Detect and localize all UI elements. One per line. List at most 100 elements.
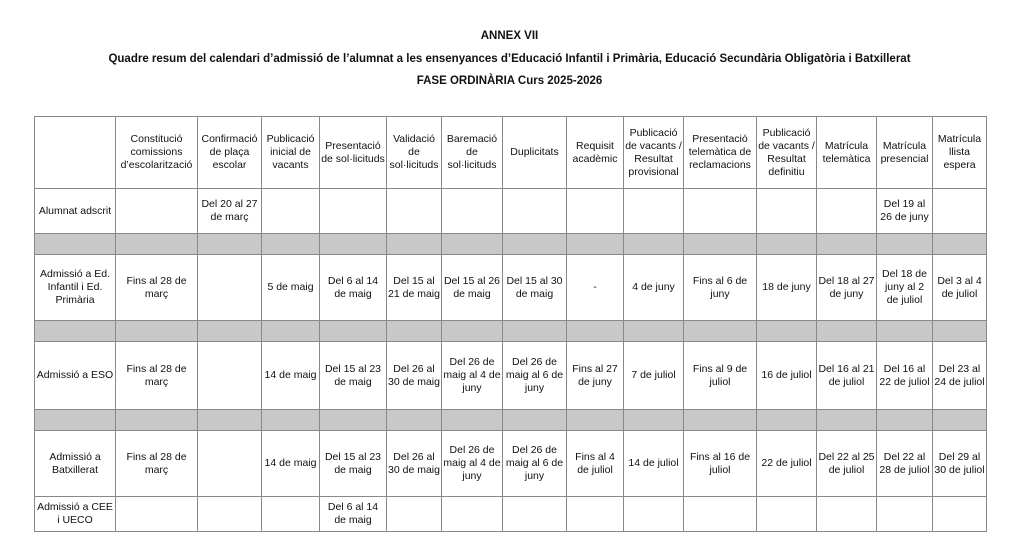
table-row-cell — [566, 188, 624, 234]
table-row-cell — [932, 188, 987, 234]
separator-row-cell — [502, 409, 567, 431]
table-row-cell: Fins al 28 de març — [115, 341, 198, 410]
table-row-cell: 22 de juliol — [756, 430, 817, 497]
table-row-cell: 18 de juny — [756, 254, 817, 321]
table-row-cell: Del 15 al 23 de maig — [319, 341, 387, 410]
table-row-cell: Fins al 9 de juliol — [683, 341, 757, 410]
separator-row-cell — [623, 320, 684, 342]
separator-row-cell — [115, 409, 198, 431]
separator-row-cell — [261, 409, 320, 431]
table-row-cell: Del 15 al 30 de maig — [502, 254, 567, 321]
separator-row-cell — [115, 233, 198, 255]
separator-row-cell — [756, 409, 817, 431]
table-row-cell: 14 de maig — [261, 430, 320, 497]
table-row-cell — [197, 341, 262, 410]
separator-row-cell — [441, 320, 503, 342]
table-row-cell: Fins al 27 de juny — [566, 341, 624, 410]
separator-row-cell — [876, 409, 933, 431]
separator-row — [34, 409, 987, 431]
table-row-cell: Del 3 al 4 de juliol — [932, 254, 987, 321]
table-row-cell: Del 29 al 30 de juliol — [932, 430, 987, 497]
separator-row-cell — [566, 233, 624, 255]
table-row-cell — [683, 188, 757, 234]
table-row-cell: 4 de juny — [623, 254, 684, 321]
table-row-cell: Alumnat adscrit — [34, 188, 116, 234]
header-row-cell: Matrícula llista espera — [932, 116, 987, 189]
calendar-table: Constitució comissions d’escolarització C… — [34, 116, 987, 532]
table-row-cell — [197, 496, 262, 532]
separator-row-cell — [623, 233, 684, 255]
header-row-cell: Publicació de vacants / Resultat definit… — [756, 116, 817, 189]
separator-row-cell — [197, 320, 262, 342]
table-row-cell: Del 22 al 28 de juliol — [876, 430, 933, 497]
header-row-cell: Requisit acadèmic — [566, 116, 624, 189]
separator-row-cell — [816, 409, 877, 431]
table-row-cell — [197, 430, 262, 497]
table-row-cell: Del 16 al 22 de juliol — [876, 341, 933, 410]
table-row-cell: 7 de juliol — [623, 341, 684, 410]
document-title: ANNEX VII — [480, 30, 539, 42]
separator-row-cell — [441, 409, 503, 431]
table-row-cell: Del 6 al 14 de maig — [319, 254, 387, 321]
table-row-cell: Fins al 4 de juliol — [566, 430, 624, 497]
table-row-cell — [261, 188, 320, 234]
table-row-cell — [623, 496, 684, 532]
document-subtitle: Quadre resum del calendari d’admissió de… — [108, 53, 911, 65]
table-row-cell — [876, 496, 933, 532]
table-row-cell: Del 15 al 26 de maig — [441, 254, 503, 321]
table-row-cell — [115, 188, 198, 234]
table-row-cell: 14 de juliol — [623, 430, 684, 497]
table-row-cell — [683, 496, 757, 532]
separator-row-cell — [816, 320, 877, 342]
table-row: Admissió a CEE i UECO Del 6 al 14 de maig — [34, 496, 987, 532]
separator-row-cell — [932, 320, 987, 342]
table-row-cell: 14 de maig — [261, 341, 320, 410]
separator-row-cell — [756, 233, 817, 255]
separator-row-cell — [34, 233, 116, 255]
header-row-cell: Presentació telemàtica de reclamacions — [683, 116, 757, 189]
table-row-cell — [386, 496, 442, 532]
table-row-cell: 16 de juliol — [756, 341, 817, 410]
separator-row-cell — [386, 233, 442, 255]
table-row: Admissió a Batxillerat Fins al 28 de març… — [34, 430, 987, 497]
separator-row-cell — [756, 320, 817, 342]
table-row-cell: Del 26 de maig al 4 de juny — [441, 341, 503, 410]
table-row-cell — [932, 496, 987, 532]
table-row-cell: 5 de maig — [261, 254, 320, 321]
separator-row-cell — [261, 320, 320, 342]
header-row-cell: Confirmació de plaça escolar — [197, 116, 262, 189]
header-row-cell: Matrícula telemàtica — [816, 116, 877, 189]
separator-row-cell — [683, 409, 757, 431]
table-row-cell — [502, 188, 567, 234]
separator-row-cell — [566, 409, 624, 431]
separator-row-cell — [502, 233, 567, 255]
table-row-cell: Admissió a Batxillerat — [34, 430, 116, 497]
separator-row-cell — [566, 320, 624, 342]
table-row-cell: Del 26 de maig al 6 de juny — [502, 430, 567, 497]
separator-row-cell — [261, 233, 320, 255]
separator-row-cell — [197, 409, 262, 431]
separator-row-cell — [386, 409, 442, 431]
header-row-cell: Matrícula presencial — [876, 116, 933, 189]
table-row-cell: Del 23 al 24 de juliol — [932, 341, 987, 410]
table-row: Admissió a Ed. Infantil i Ed. Primària Fi… — [34, 254, 987, 321]
header-row-cell: Presentació de sol·licituds — [319, 116, 387, 189]
separator-row-cell — [876, 320, 933, 342]
table-row-cell: - — [566, 254, 624, 321]
table-row: Admissió a ESO Fins al 28 de març 14 de ma… — [34, 341, 987, 410]
separator-row-cell — [34, 409, 116, 431]
header-row-cell: Baremació de sol·licituds — [441, 116, 503, 189]
table-row-cell: Del 6 al 14 de maig — [319, 496, 387, 532]
header-row-cell: Constitució comissions d’escolarització — [115, 116, 198, 189]
separator-row-cell — [816, 233, 877, 255]
phase-title: FASE ORDINÀRIA Curs 2025-2026 — [416, 75, 603, 87]
table-row-cell: Fins al 28 de març — [115, 254, 198, 321]
table-row-cell — [319, 188, 387, 234]
header-row-cell — [34, 116, 116, 189]
separator-row-cell — [932, 409, 987, 431]
table-row-cell: Del 15 al 23 de maig — [319, 430, 387, 497]
separator-row-cell — [34, 320, 116, 342]
table-row-cell: Admissió a CEE i UECO — [34, 496, 116, 532]
header-row-cell: Publicació de vacants / Resultat provisi… — [623, 116, 684, 189]
table-row-cell: Del 22 al 25 de juliol — [816, 430, 877, 497]
